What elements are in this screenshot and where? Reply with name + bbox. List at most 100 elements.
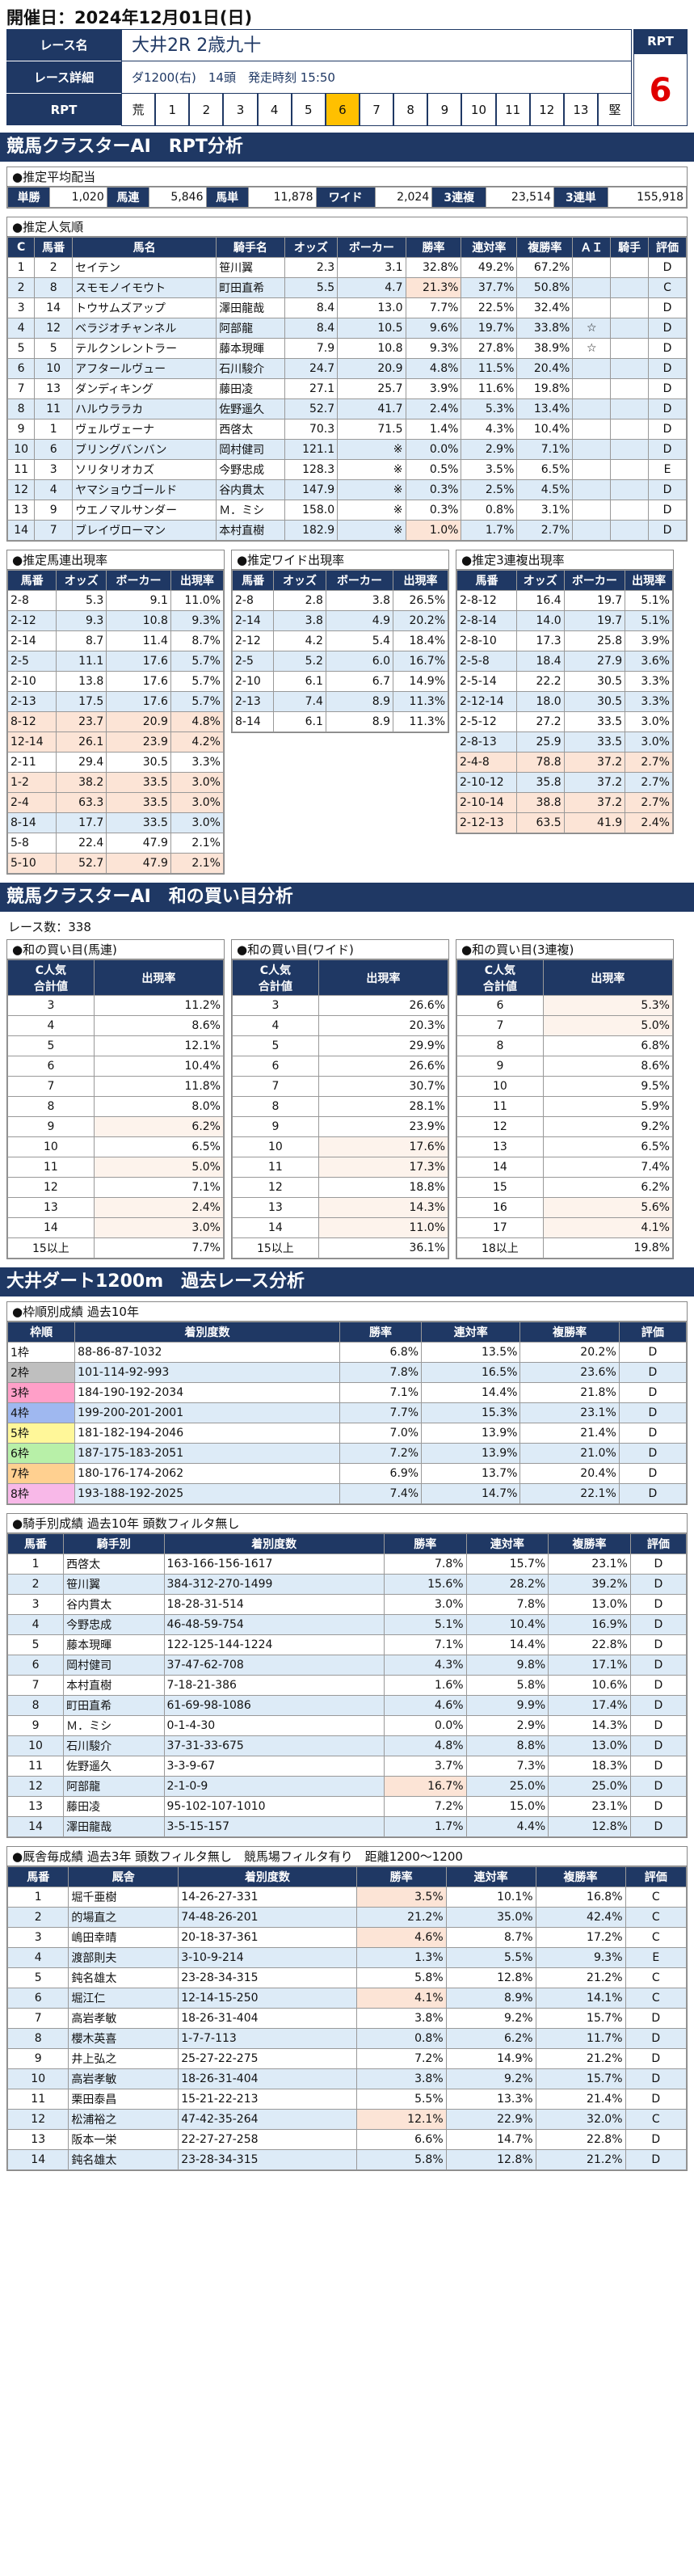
wa_umaren-row: 13 2.4% bbox=[7, 1197, 225, 1218]
umaren-cell: 23.9 bbox=[106, 731, 171, 753]
waku-header: 連対率 bbox=[421, 1322, 521, 1343]
waku-cell: 13.7% bbox=[421, 1463, 521, 1484]
popularity-cell: 22.5% bbox=[461, 297, 518, 318]
popularity-cell: 21.3% bbox=[405, 277, 462, 298]
popularity-cell: D bbox=[648, 257, 687, 278]
umaren-table: 馬番 オッズ ボーカー 出現率 2-8 5.3 9.1 11.0% 2-12 9.3 10.8 9.3… bbox=[6, 570, 225, 874]
jockey-cell: 17.1% bbox=[548, 1655, 631, 1676]
jockey-cell: 1.6% bbox=[383, 1675, 467, 1696]
popularity-cell: 41.7 bbox=[337, 398, 406, 419]
popularity-header: 馬名 bbox=[72, 237, 217, 258]
popularity-row: 2 8 スモモノイモウト 町田直希 5.5 4.7 21.3% 37.7% 50.8% C bbox=[6, 277, 687, 298]
sanrenpuku-box: ●推定3連複出現率 馬番 オッズ ボーカー 出現率 2-8-12 16.4 19.7 5.1%… bbox=[456, 550, 674, 834]
wide-cell: 14.9% bbox=[393, 671, 448, 692]
wa_wide-value: 20.3% bbox=[318, 1015, 449, 1036]
popularity-cell bbox=[572, 257, 612, 278]
rpt-scale-cell: 1 bbox=[155, 94, 190, 126]
wa-tables: ●和の買い目(馬連) C人気 合計値 出現率 3 11.2% 4 8.6% 5 12.1% 6 1… bbox=[6, 939, 688, 1259]
jockey-cell: 25.0% bbox=[548, 1776, 631, 1797]
jockey-cell: 佐野遥久 bbox=[63, 1756, 165, 1777]
jockey-cell: 0.0% bbox=[383, 1715, 467, 1736]
wa_sanren-label: 14 bbox=[456, 1157, 544, 1178]
jockey-cell: 4 bbox=[6, 1614, 65, 1635]
waku-header: 枠順 bbox=[6, 1322, 76, 1343]
trainer-header: 厩舎 bbox=[68, 1866, 179, 1887]
popularity-cell: テルクンレントラー bbox=[72, 338, 217, 359]
popularity-header: 複勝率 bbox=[516, 237, 574, 258]
umaren-cell: 2.1% bbox=[170, 853, 225, 874]
wa_sanren-row: 17 4.1% bbox=[456, 1217, 674, 1238]
jockey-row: 12 阿部龍 2-1-0-9 16.7% 25.0% 25.0% D bbox=[6, 1776, 688, 1797]
popularity-header: ＡＩ bbox=[572, 237, 612, 258]
wa_sanren-row: 11 5.9% bbox=[456, 1096, 674, 1117]
sanrenpuku-cell: 78.8 bbox=[515, 752, 565, 773]
popularity-cell: 4 bbox=[34, 479, 74, 500]
jockey-caption: ●騎手別成績 過去10年 頭数フィルタ無し bbox=[7, 1514, 687, 1533]
trainer-header: 評価 bbox=[625, 1866, 688, 1887]
umaren-cell: 2-10 bbox=[6, 671, 57, 692]
rpt-scale-cell: 9 bbox=[427, 94, 462, 126]
popularity-cell bbox=[572, 419, 612, 440]
sanrenpuku-cell: 33.5 bbox=[563, 731, 626, 753]
trainer-cell: C bbox=[625, 1887, 688, 1908]
sanrenpuku-cell: 16.4 bbox=[515, 590, 565, 611]
popularity-cell: 7 bbox=[34, 520, 74, 541]
trainer-cell: 3.8% bbox=[355, 2008, 447, 2029]
popularity-cell: ブレイヴローマン bbox=[72, 520, 217, 541]
popularity-cell: 9.6% bbox=[405, 318, 462, 339]
jockey-cell: 7-18-21-386 bbox=[163, 1675, 385, 1696]
jockey-cell: 4.3% bbox=[383, 1655, 467, 1676]
jockey-row: 7 本村直樹 7-18-21-386 1.6% 5.8% 10.6% D bbox=[6, 1675, 688, 1696]
trainer-cell: 6.6% bbox=[355, 2129, 447, 2150]
popularity-row: 6 10 アフタールヴュー 石川駿介 24.7 20.9 4.8% 11.5% 20.4% D bbox=[6, 358, 687, 379]
trainer-cell: 14.7% bbox=[445, 2129, 536, 2150]
umaren-cell: 3.0% bbox=[170, 812, 225, 833]
trainer-cell: 35.0% bbox=[445, 1907, 536, 1928]
jockey-row: 4 今野忠成 46-48-59-754 5.1% 10.4% 16.9% D bbox=[6, 1614, 688, 1635]
wa_wide-label: 7 bbox=[232, 1076, 319, 1097]
rpt-scale-cell: 13 bbox=[563, 94, 598, 126]
wa_umaren-value: 5.0% bbox=[93, 1157, 225, 1178]
sanrenpuku-header: 出現率 bbox=[625, 570, 673, 591]
popularity-cell: 6 bbox=[34, 439, 74, 460]
sanrenpuku-cell: 18.0 bbox=[515, 691, 565, 712]
wide-cell: 5.4 bbox=[325, 630, 394, 651]
trainer-cell: 7 bbox=[6, 2008, 69, 2029]
wa_wide-label: 5 bbox=[232, 1035, 319, 1056]
waku-cell: 193-188-192-2025 bbox=[74, 1483, 340, 1504]
umaren-row: 2-4 63.3 33.5 3.0% bbox=[6, 792, 225, 813]
trainer-cell: 22-27-27-258 bbox=[178, 2129, 357, 2150]
umaren-cell: 3.0% bbox=[170, 792, 225, 813]
jockey-cell: D bbox=[629, 1735, 688, 1756]
jockey-cell: 3.0% bbox=[383, 1594, 467, 1615]
wa_wide-value: 23.9% bbox=[318, 1116, 449, 1137]
trainer-cell: C bbox=[625, 2109, 688, 2130]
trainer-cell: 16.8% bbox=[535, 1887, 626, 1908]
payout-box: ●推定平均配当 単勝 1,020 馬連 5,846 馬単 11,878 ワイド 2,024 3連… bbox=[6, 167, 688, 209]
race-name-label: レース名 bbox=[6, 29, 121, 61]
wa_umaren-value: 6.5% bbox=[93, 1136, 225, 1157]
popularity-cell: 5.5 bbox=[284, 277, 339, 298]
jockey-cell: 6 bbox=[6, 1655, 65, 1676]
trainer-cell: 4.6% bbox=[355, 1927, 447, 1948]
popularity-caption: ●推定人気順 bbox=[7, 217, 687, 237]
popularity-cell: 11.5% bbox=[461, 358, 518, 379]
trainer-cell: 5 bbox=[6, 1967, 69, 1988]
wa_umaren-row: 12 7.1% bbox=[7, 1177, 225, 1198]
umaren-row: 2-13 17.5 17.6 5.7% bbox=[6, 691, 225, 712]
waku-cell: 181-182-194-2046 bbox=[74, 1423, 340, 1444]
popularity-header: 評価 bbox=[648, 237, 687, 258]
jockey-cell: 37-31-33-675 bbox=[163, 1735, 385, 1756]
trainer-cell: 21.2% bbox=[535, 1967, 626, 1988]
trainer-cell: 23-28-34-315 bbox=[178, 1967, 357, 1988]
waku-cell: D bbox=[618, 1423, 688, 1444]
sanrenpuku-cell: 2-5-14 bbox=[456, 671, 517, 692]
sanrenpuku-cell: 2-12-14 bbox=[456, 691, 517, 712]
popularity-cell: 8 bbox=[6, 398, 36, 419]
umaren-header: ボーカー bbox=[106, 570, 171, 591]
umaren-cell: 8.7% bbox=[170, 630, 225, 651]
wa_umaren-label: 3 bbox=[7, 995, 95, 1016]
rpt-scale: 荒 1 2 3 4 5 6 7 8 9 10 11 12 13 堅 bbox=[121, 94, 633, 126]
wa_wide-label: 6 bbox=[232, 1056, 319, 1077]
trainer-cell: 5.8% bbox=[355, 2149, 447, 2170]
